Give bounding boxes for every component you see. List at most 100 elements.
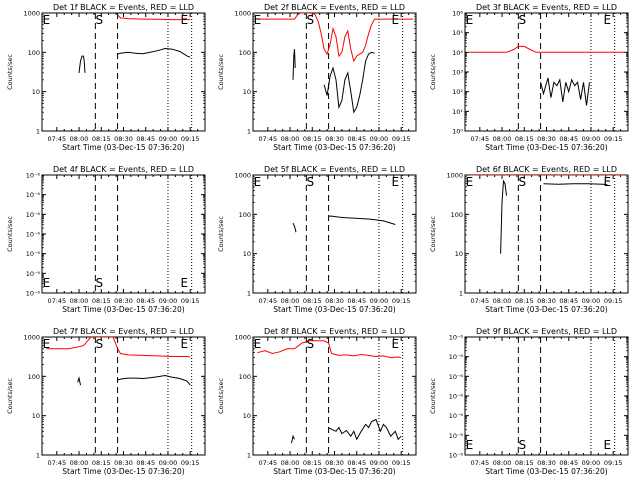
x-tick-label: 08:00: [493, 297, 512, 305]
marker-label-e-start: E: [466, 13, 474, 27]
x-tick-label: 08:45: [559, 459, 578, 467]
x-axis-label: Start Time (03-Dec-15 07:36:20): [485, 143, 607, 152]
marker-label-e-end: E: [180, 276, 188, 290]
events-series-line: [291, 434, 295, 444]
x-tick-label: 09:00: [159, 297, 178, 305]
lld-series-line: [46, 337, 191, 358]
x-tick-label: 07:45: [258, 135, 277, 143]
lld-series-line: [469, 45, 625, 53]
x-tick-label: 07:45: [470, 297, 489, 305]
x-tick-label: 09:00: [582, 459, 601, 467]
x-tick-label: 08:45: [136, 135, 155, 143]
series-group: [78, 14, 191, 73]
y-tick-label: 100: [239, 211, 251, 219]
marker-label-e-start: E: [254, 13, 262, 27]
marker-label-s: S: [96, 13, 104, 27]
x-tick-label: 08:30: [114, 135, 133, 143]
series-group: [469, 45, 625, 106]
x-tick-label: 08:45: [136, 459, 155, 467]
x-tick-label: 08:15: [515, 459, 534, 467]
x-tick-label: 08:00: [70, 135, 89, 143]
series-group: [257, 13, 413, 114]
plot-frame: [464, 174, 629, 294]
y-tick-label: 100: [239, 373, 251, 381]
x-tick-label: 09:15: [392, 135, 411, 143]
y-tick-label: 100: [451, 211, 463, 219]
events-series-line: [78, 55, 86, 73]
x-tick-label: 08:15: [92, 297, 111, 305]
x-tick-label: 07:45: [470, 459, 489, 467]
marker-label-e-start: E: [43, 13, 51, 27]
x-tick-label: 08:45: [347, 459, 366, 467]
marker-label-s: S: [519, 175, 527, 189]
plot-frame: [464, 12, 629, 132]
x-tick-label: 09:15: [181, 135, 200, 143]
y-axis-label: Counts/sec: [6, 216, 14, 252]
x-tick-label: 07:45: [258, 459, 277, 467]
x-tick-label: 07:45: [47, 135, 66, 143]
y-tick-label: 10⁵: [452, 29, 463, 37]
y-tick-label: 1: [247, 452, 251, 460]
x-axis-label: Start Time (03-Dec-15 07:36:20): [485, 305, 607, 314]
y-axis-label: Counts/sec: [217, 54, 225, 90]
y-tick-label: 10⁻⁶: [449, 334, 464, 342]
y-tick-label: 1: [247, 128, 251, 136]
events-series-line: [323, 51, 375, 114]
series-group: [469, 175, 625, 254]
lld-series-line: [257, 13, 413, 63]
panel-title: Det 2f BLACK = Events, RED = LLD: [264, 3, 405, 12]
y-axis-label: Counts/sec: [429, 54, 437, 90]
x-tick-label: 08:30: [537, 297, 556, 305]
y-tick-label: 10⁻⁶: [26, 211, 41, 219]
y-tick-label: 10⁻⁶: [26, 250, 41, 258]
y-tick-label: 100: [28, 373, 40, 381]
x-tick-label: 08:30: [114, 459, 133, 467]
y-tick-label: 1: [36, 452, 40, 460]
marker-label-s: S: [307, 175, 315, 189]
marker-label-s: S: [96, 337, 104, 351]
marker-label-e-start: E: [254, 337, 262, 351]
x-tick-label: 08:45: [347, 297, 366, 305]
y-tick-label: 10¹: [452, 108, 463, 116]
panel-title: Det 3f BLACK = Events, RED = LLD: [476, 3, 617, 12]
series-group: [292, 215, 396, 233]
x-tick-label: 08:00: [281, 135, 300, 143]
x-tick-label: 08:15: [92, 135, 111, 143]
chart-panel-7: Det 7f BLACK = Events, RED = LLD 07:45 08:…: [6, 327, 206, 476]
panel-title: Det 1f BLACK = Events, RED = LLD: [53, 3, 194, 12]
y-tick-label: 10⁶: [452, 10, 463, 18]
panel-title: Det 4f BLACK = Events, RED = LLD: [53, 165, 194, 174]
events-series-line: [500, 179, 507, 254]
x-tick-label: 07:45: [47, 297, 66, 305]
marker-label-e-end: E: [391, 175, 399, 189]
y-tick-label: 10: [32, 412, 40, 420]
y-tick-label: 1: [459, 290, 463, 298]
x-tick-label: 09:15: [604, 135, 623, 143]
x-tick-label: 09:15: [392, 297, 411, 305]
lld-series-line: [257, 340, 402, 359]
x-tick-label: 08:15: [515, 297, 534, 305]
x-tick-label: 09:00: [159, 135, 178, 143]
y-tick-label: 10⁻⁶: [449, 412, 464, 420]
x-axis-label: Start Time (03-Dec-15 07:36:20): [273, 143, 395, 152]
x-tick-label: 08:30: [325, 459, 344, 467]
x-axis-label: Start Time (03-Dec-15 07:36:20): [62, 143, 184, 152]
events-series-line: [540, 77, 590, 106]
y-tick-label: 1000: [23, 10, 40, 18]
y-tick-label: 10⁻⁶: [26, 172, 41, 180]
x-tick-label: 09:00: [159, 459, 178, 467]
y-tick-label: 1: [247, 290, 251, 298]
y-tick-label: 10⁻⁶: [26, 290, 41, 298]
y-tick-label: 10⁻⁶: [449, 452, 464, 460]
events-series-line: [328, 215, 396, 225]
x-tick-label: 09:00: [370, 297, 389, 305]
y-tick-label: 1000: [234, 172, 251, 180]
marker-label-e-end: E: [180, 337, 188, 351]
x-tick-label: 08:00: [493, 459, 512, 467]
x-tick-label: 08:30: [114, 297, 133, 305]
x-tick-label: 09:15: [392, 459, 411, 467]
chart-panel-5: Det 5f BLACK = Events, RED = LLD 07:45 08:…: [217, 165, 417, 314]
chart-panel-8: Det 8f BLACK = Events, RED = LLD 07:45 08:…: [217, 327, 417, 476]
x-tick-label: 08:00: [281, 459, 300, 467]
